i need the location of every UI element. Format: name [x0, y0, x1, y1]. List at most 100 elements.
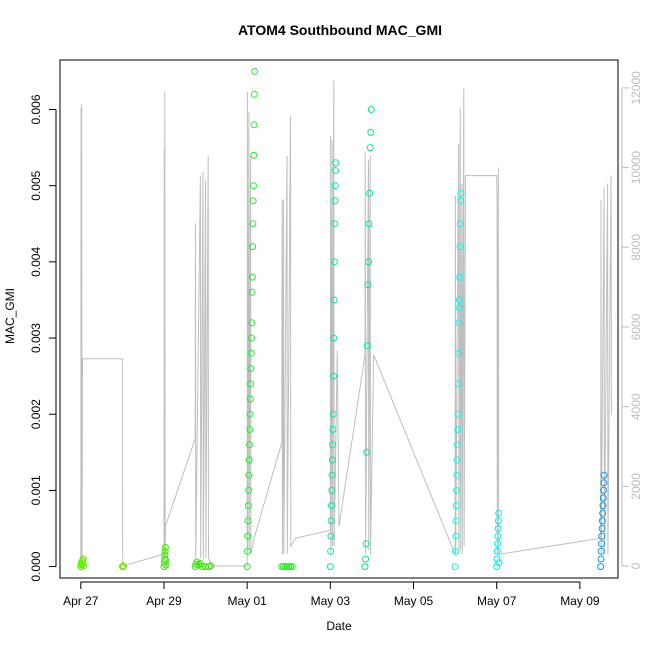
data-point — [600, 486, 608, 494]
data-point — [246, 441, 253, 449]
y2-tick-label: 12000 — [629, 71, 643, 105]
x-tick-label: Apr 27 — [63, 594, 99, 608]
data-point — [453, 456, 461, 464]
data-point — [332, 167, 339, 174]
x-tick-label: May 01 — [227, 594, 267, 608]
data-point — [251, 67, 259, 75]
data-point — [243, 563, 251, 571]
data-point — [599, 494, 607, 502]
data-point — [495, 509, 503, 517]
data-point — [249, 220, 257, 228]
data-point — [599, 502, 607, 510]
data-point — [245, 471, 253, 479]
y-tick-label: 0.002 — [29, 399, 43, 429]
plot-frame — [59, 59, 619, 579]
data-point — [246, 410, 254, 418]
data-point — [451, 563, 459, 571]
data-point — [453, 441, 461, 449]
x-tick-label: May 09 — [560, 594, 600, 608]
data-point — [600, 479, 608, 487]
data-point — [329, 410, 337, 418]
y2-axis: 0 2000 4000 6000 8000 10000 12000 — [621, 71, 643, 569]
data-point — [367, 106, 375, 113]
data-point — [161, 547, 169, 555]
data-point — [161, 544, 169, 551]
data-point — [250, 121, 258, 129]
data-point — [329, 441, 337, 449]
y2-tick-label: 6000 — [629, 313, 643, 340]
data-point — [455, 349, 463, 357]
data-point — [243, 547, 251, 555]
data-point — [493, 563, 501, 571]
data-point — [457, 197, 465, 205]
data-point — [597, 563, 605, 571]
data-point — [162, 557, 170, 564]
data-point — [328, 471, 336, 479]
data-point — [162, 561, 170, 569]
data-point — [494, 525, 502, 532]
data-point — [248, 319, 256, 327]
data-point — [361, 563, 369, 571]
y-axis-label: MAC_GMI — [3, 288, 17, 344]
y-tick-label: 0.003 — [29, 323, 43, 353]
data-point — [247, 349, 255, 357]
data-point — [362, 555, 370, 563]
data-point — [455, 296, 463, 304]
data-point — [331, 220, 339, 228]
data-point — [79, 555, 87, 563]
data-point — [332, 159, 340, 167]
data-point — [331, 197, 339, 205]
data-point — [454, 380, 462, 388]
data-point — [493, 547, 501, 555]
data-point — [456, 220, 464, 228]
y-tick-label: 0.006 — [29, 94, 43, 124]
data-point — [326, 563, 334, 571]
chart-title: ATOM4 Southbound MAC_GMI — [238, 22, 442, 38]
data-point — [249, 197, 257, 205]
y2-tick-label: 8000 — [629, 234, 643, 261]
data-point — [202, 563, 210, 571]
data-point — [365, 220, 373, 228]
data-point — [246, 395, 254, 403]
x-tick-label: May 07 — [477, 594, 517, 608]
y2-tick-label: 2000 — [629, 473, 643, 500]
data-point — [327, 547, 335, 555]
series-line — [80, 79, 612, 567]
data-point — [454, 410, 462, 418]
data-point — [362, 540, 370, 548]
data-point — [367, 128, 375, 136]
data-point — [248, 273, 256, 281]
data-point — [456, 243, 464, 251]
data-point — [247, 380, 255, 388]
data-point — [597, 555, 605, 563]
x-axis-label: Date — [326, 619, 352, 633]
data-point — [457, 189, 465, 197]
y-axis: 0.000 0.001 0.002 0.003 0.004 0.005 0.006 — [29, 94, 57, 582]
data-point — [245, 486, 253, 494]
data-point — [195, 561, 203, 569]
data-point — [495, 559, 503, 567]
data-point — [363, 342, 371, 350]
data-point — [329, 426, 337, 433]
y2-tick-label: 10000 — [629, 151, 643, 185]
x-tick-label: May 03 — [311, 594, 351, 608]
data-point — [454, 426, 462, 433]
data-point — [250, 151, 258, 159]
data-point — [250, 90, 258, 98]
data-point — [328, 456, 336, 464]
data-point — [288, 563, 296, 571]
data-point — [160, 563, 168, 571]
data-point — [328, 502, 335, 510]
data-point — [198, 563, 206, 571]
data-point — [80, 562, 88, 570]
data-point — [597, 547, 605, 555]
data-point — [244, 532, 252, 540]
data-point — [330, 296, 338, 304]
data-point — [452, 517, 460, 525]
data-point — [598, 532, 606, 540]
data-point — [494, 517, 502, 525]
data-point — [328, 486, 336, 494]
data-point — [599, 509, 607, 517]
data-point — [247, 365, 255, 372]
